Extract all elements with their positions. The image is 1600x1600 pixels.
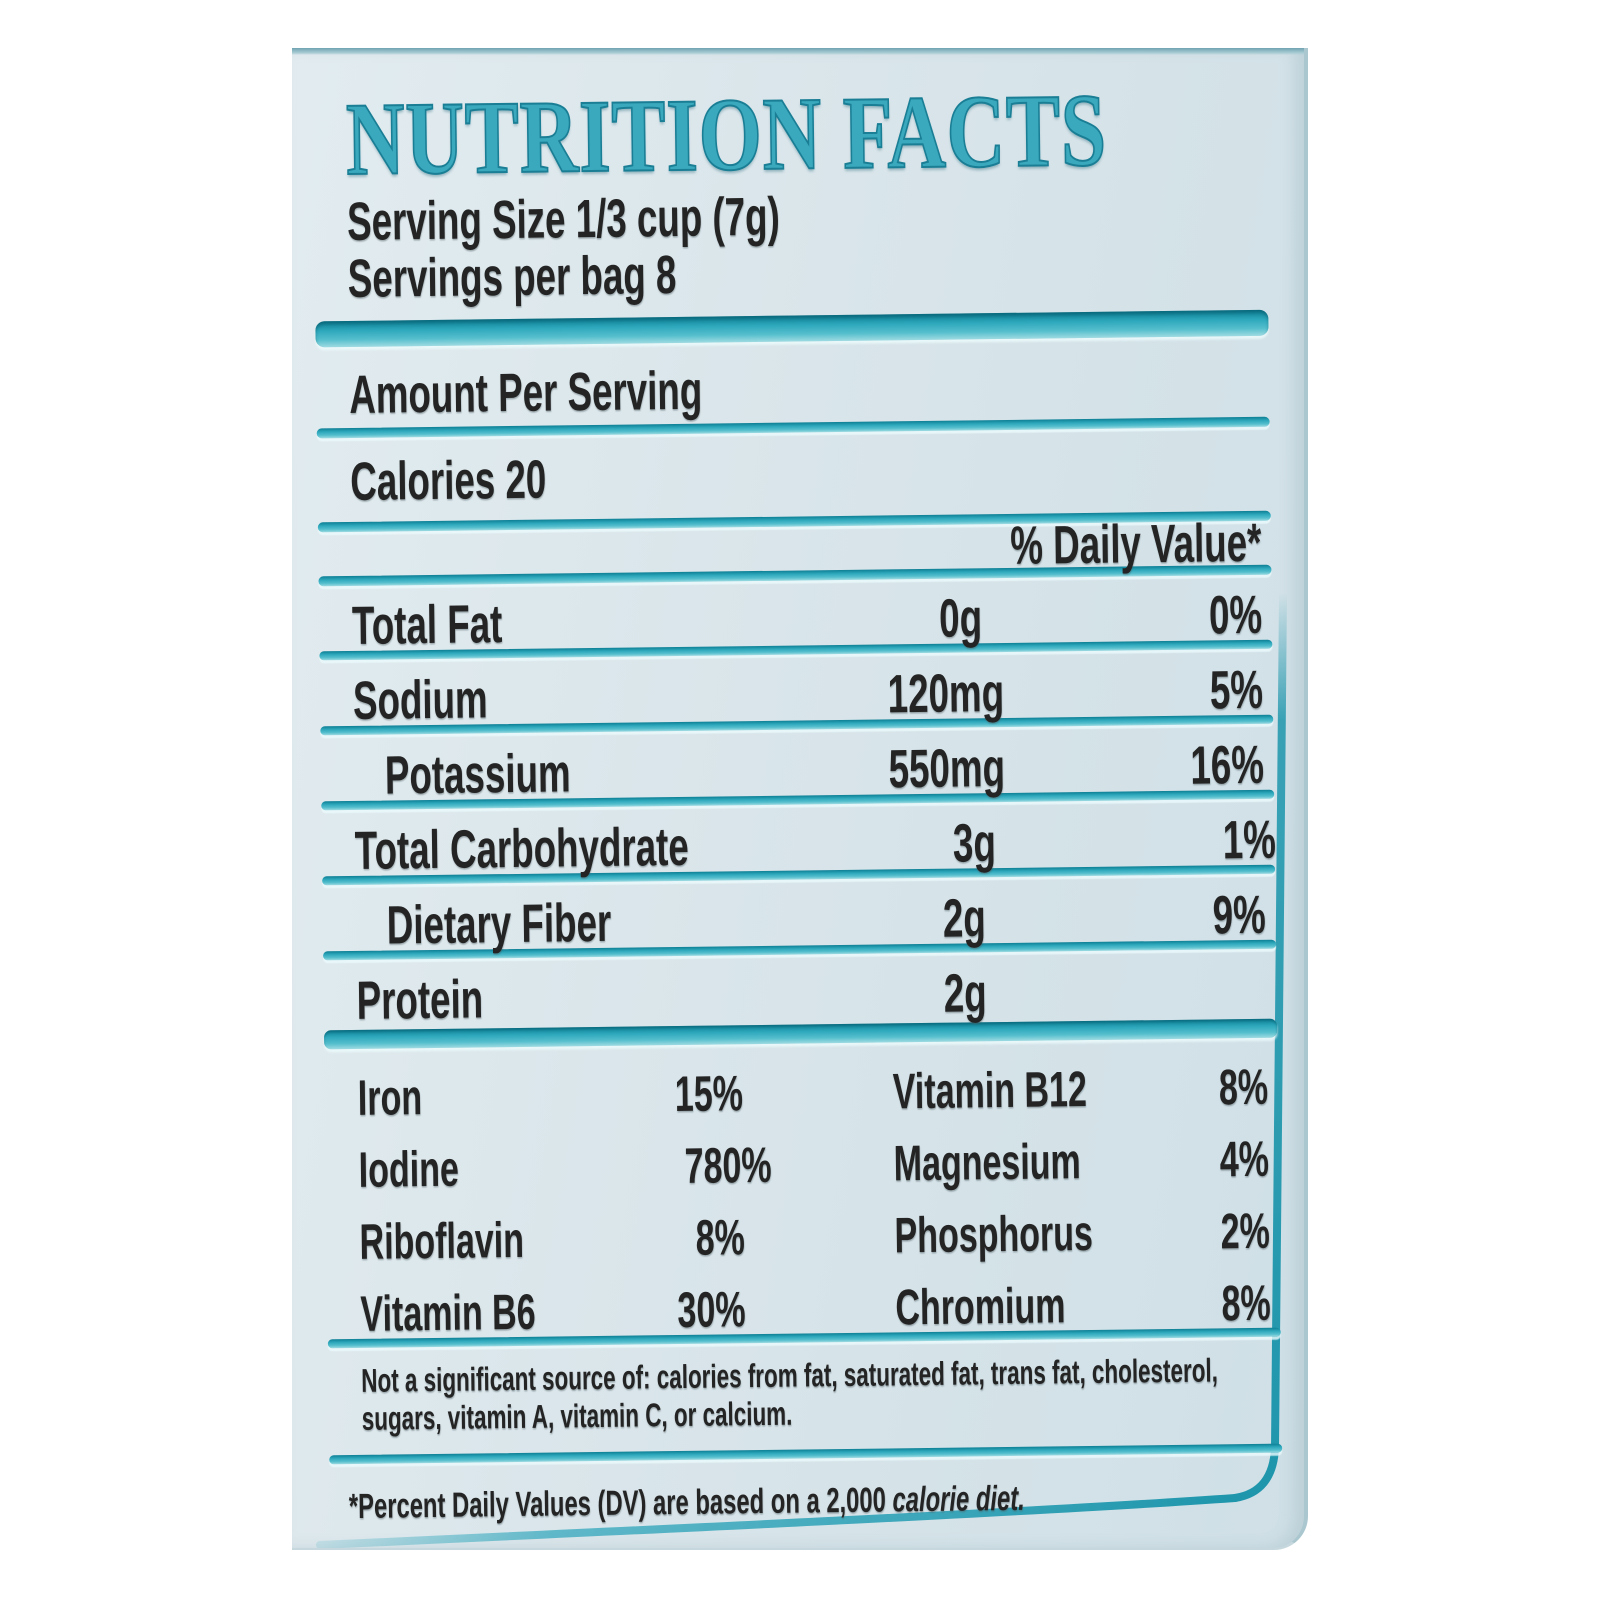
daily-value-header-text: % Daily Value* (1009, 512, 1262, 576)
daily-value-footnote-text: *Percent Daily Values (DV) are based on … (349, 1477, 1025, 1527)
nutrient-amount: 120mg (887, 662, 1005, 725)
amount-per-serving-text: Amount Per Serving (348, 360, 703, 425)
daily-value-footnote: *Percent Daily Values (DV) are based on … (349, 1474, 1273, 1527)
nutrient-name: Dietary Fiber (386, 892, 612, 956)
nutrient-amount: 2g (943, 963, 987, 1024)
nutrient-daily-value: 1% (1222, 809, 1277, 871)
nutrient-amount: 0g (938, 588, 983, 649)
label-top-edge (292, 48, 1304, 55)
divider-rule (329, 1443, 1283, 1464)
calories-value: 20 (505, 449, 547, 511)
nutrient-name: Potassium (384, 743, 571, 806)
calories-label: Calories (349, 450, 496, 512)
micronutrient-name: Vitamin B12 (892, 1061, 1088, 1120)
panel-title: NUTRITION FACTS (345, 72, 1109, 198)
micronutrient-daily-value: 8% (695, 1209, 745, 1266)
nutrient-row-sodium: Sodium 120mg 5% (353, 659, 1264, 731)
footnote-prefix: *Percent Daily Values (DV) are based on … (348, 1479, 893, 1526)
micronutrient-name: Chromium (895, 1277, 1066, 1336)
column-gap (745, 1307, 895, 1309)
micronutrient-row-3: Riboflavin 8% Phosphorus 2% (359, 1202, 1270, 1270)
nutrient-daily-value: 0% (1208, 584, 1263, 646)
micronutrient-daily-value: 8% (1218, 1058, 1269, 1116)
micronutrient-daily-value: 15% (674, 1065, 744, 1123)
nutrient-daily-value: 5% (1209, 659, 1264, 721)
nutrient-name: Protein (356, 969, 484, 1031)
printed-panel-content: NUTRITION FACTS Serving Size 1/3 cup (7g… (315, 37, 1283, 1528)
micronutrient-daily-value: 4% (1219, 1130, 1269, 1188)
servings-per-bag-row: Servings per bag 8 (347, 241, 1258, 309)
nutrient-name: Total Fat (351, 594, 503, 656)
column-gap (745, 1235, 895, 1237)
footnote-italic-part: calorie diet. (892, 1478, 1025, 1519)
servings-per-bag-text: Servings per bag 8 (347, 244, 677, 309)
nutrient-amount: 550mg (888, 737, 1006, 800)
serving-size-row: Serving Size 1/3 cup (7g) (346, 184, 1258, 252)
calories-text: Calories 20 (349, 449, 547, 512)
calories-row: Calories 20 (349, 444, 1261, 512)
micronutrient-name: Iodine (358, 1140, 460, 1198)
nutrition-facts-panel: NUTRITION FACTS Serving Size 1/3 cup (7g… (292, 48, 1308, 1550)
micronutrient-name: Magnesium (893, 1133, 1082, 1192)
micronutrient-name: Vitamin B6 (360, 1283, 536, 1342)
micronutrient-daily-value: 2% (1220, 1202, 1270, 1260)
serving-size-text: Serving Size 1/3 cup (7g) (346, 186, 781, 252)
micronutrient-row-4: Vitamin B6 30% Chromium 8% (360, 1274, 1271, 1342)
micronutrient-name: Phosphorus (894, 1204, 1094, 1264)
micronutrient-row-1: Iron 15% Vitamin B12 8% (357, 1058, 1269, 1126)
nutrient-name: Total Carbohydrate (354, 816, 690, 881)
micronutrient-name: Riboflavin (359, 1211, 525, 1270)
nutrient-row-protein: Protein 2g (356, 959, 1267, 1031)
nutrient-row-dietary-fiber: Dietary Fiber 2g 9% (355, 884, 1267, 956)
nutrient-daily-value: 9% (1212, 884, 1267, 946)
micronutrient-row-2: Iodine 780% Magnesium 4% (358, 1130, 1269, 1198)
section-divider-bar-top (315, 309, 1269, 348)
micronutrient-daily-value: 8% (1220, 1274, 1271, 1332)
nutrient-amount: 3g (952, 813, 997, 874)
micronutrient-name: Iron (357, 1069, 423, 1126)
micronutrient-daily-value: 780% (684, 1136, 772, 1194)
nutrient-row-potassium: Potassium 550mg 16% (354, 734, 1265, 806)
micronutrient-daily-value: 30% (677, 1281, 746, 1339)
nutrient-daily-value: 16% (1189, 734, 1265, 796)
not-significant-note: Not a significant source of: calories fr… (361, 1351, 1219, 1438)
amount-per-serving-row: Amount Per Serving (348, 357, 1260, 425)
nutrient-name: Sodium (352, 669, 488, 731)
column-gap (743, 1091, 893, 1093)
nutrient-amount: 2g (942, 888, 987, 949)
nutrient-row-total-carbohydrate: Total Carbohydrate 3g 1% (354, 809, 1276, 881)
nutrient-row-total-fat: Total Fat 0g 0% (352, 584, 1263, 656)
panel-title-row: NUTRITION FACTS (345, 72, 1257, 198)
